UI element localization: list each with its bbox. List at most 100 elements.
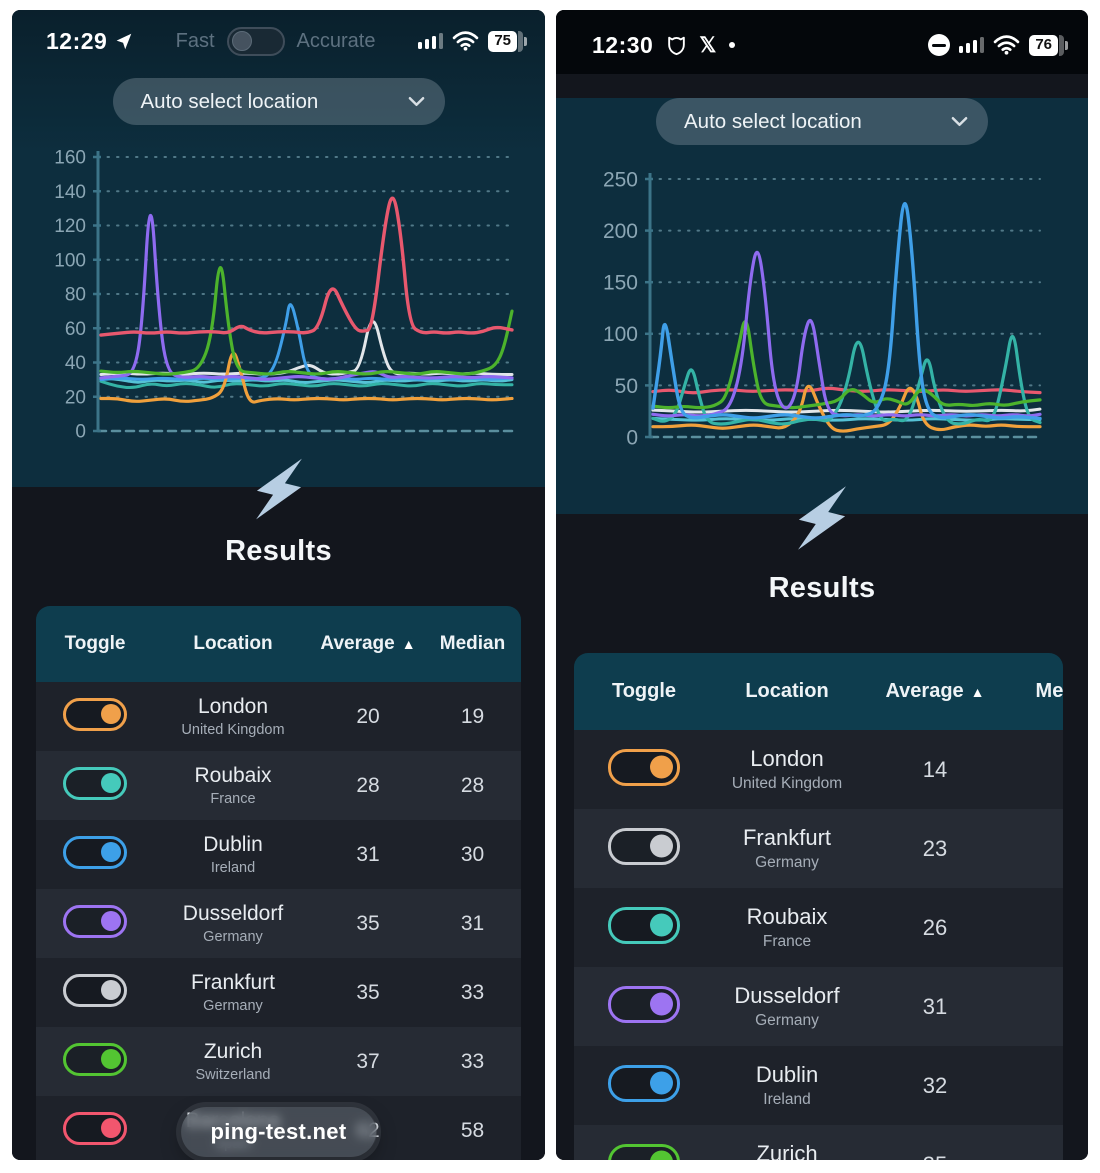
average-value: 28 <box>356 773 380 797</box>
toggle-cell <box>36 835 154 874</box>
battery-percent: 76 <box>1029 34 1058 56</box>
shield-icon <box>668 36 686 55</box>
location-toggle[interactable] <box>608 985 680 1023</box>
toggle-cell <box>574 1064 714 1107</box>
table-header-row: Toggle Location Average▲ Median <box>574 653 1063 730</box>
column-header-median[interactable]: Median <box>1035 680 1063 702</box>
lightning-bolt-icon <box>798 486 846 550</box>
svg-text:20: 20 <box>65 387 86 408</box>
city-label: Dusseldorf <box>182 901 284 925</box>
svg-text:0: 0 <box>75 422 86 443</box>
location-selector[interactable]: Auto select location <box>656 98 988 145</box>
column-header-average[interactable]: Average ▲ <box>885 680 985 702</box>
median-value: 33 <box>460 980 485 1004</box>
location-cell: Roubaix France <box>714 904 860 950</box>
median-value: 58 <box>460 1118 485 1142</box>
table-header-row: Toggle Location Average▲ Median <box>36 606 521 682</box>
table-row: Dusseldorf Germany 31 <box>574 967 1063 1046</box>
location-toggle[interactable] <box>63 766 127 800</box>
location-cell: Frankfurt Germany <box>714 825 860 871</box>
location-selector-value: Auto select location <box>684 109 862 133</box>
country-label: Germany <box>203 998 263 1015</box>
location-toggle[interactable] <box>63 697 127 731</box>
location-cell: Zurich Switzerland <box>154 1040 312 1083</box>
city-label: Frankfurt <box>742 825 832 851</box>
toggle-cell <box>574 827 714 870</box>
location-selector[interactable]: Auto select location <box>112 78 445 125</box>
median-value: 33 <box>460 1049 485 1073</box>
location-toggle[interactable] <box>608 906 680 944</box>
status-time: 12:29 <box>46 28 133 55</box>
table-row: Dusseldorf Germany 35 31 <box>36 889 521 958</box>
table-row: Frankfurt Germany 23 <box>574 809 1063 888</box>
table-row: Roubaix France 26 <box>574 888 1063 967</box>
location-cell: Dusseldorf Germany <box>154 902 312 945</box>
average-value: 14 <box>922 756 948 782</box>
country-label: France <box>210 791 256 808</box>
location-toggle[interactable] <box>608 1143 680 1160</box>
column-header-median[interactable]: Median <box>439 633 506 654</box>
average-value: 26 <box>922 914 948 940</box>
status-bar: 12:30 𝕏 76 <box>556 10 1088 74</box>
location-toggle[interactable] <box>608 748 680 786</box>
svg-text:80: 80 <box>65 285 86 306</box>
svg-text:250: 250 <box>603 168 638 191</box>
toggle-knob <box>231 31 252 51</box>
average-value: 32 <box>922 1072 948 1098</box>
toggle-cell <box>574 1143 714 1160</box>
fast-accurate-toggle[interactable] <box>226 26 285 56</box>
svg-text:200: 200 <box>603 220 638 243</box>
location-toggle[interactable] <box>608 1064 680 1102</box>
toggle-cell <box>36 766 154 805</box>
notification-dot-icon <box>729 42 736 48</box>
mode-switch-group: Fast Accurate <box>133 26 417 56</box>
city-label: London <box>750 746 824 772</box>
toggle-cell <box>574 748 714 791</box>
column-header-toggle[interactable]: Toggle <box>64 633 126 654</box>
location-cell: Dublin Ireland <box>154 833 312 876</box>
city-label: London <box>197 694 269 718</box>
location-cell: London United Kingdom <box>154 695 312 738</box>
country-label: France <box>762 932 812 950</box>
svg-text:60: 60 <box>65 319 86 340</box>
city-label: Zurich <box>203 1039 263 1063</box>
toggle-cell <box>36 1042 154 1081</box>
country-label: Germany <box>755 853 819 871</box>
column-header-location[interactable]: Location <box>745 680 829 702</box>
country-label: Switzerland <box>195 1067 271 1084</box>
country-label: Ireland <box>763 1090 811 1108</box>
svg-text:0: 0 <box>626 426 638 449</box>
column-header-toggle[interactable]: Toggle <box>611 680 677 702</box>
time-label: 12:30 <box>592 31 654 58</box>
svg-text:100: 100 <box>54 250 86 271</box>
location-toggle[interactable] <box>63 973 127 1007</box>
table-row: London United Kingdom 20 19 <box>36 682 521 751</box>
median-value: 31 <box>460 911 485 935</box>
location-toggle[interactable] <box>63 904 127 938</box>
location-toggle[interactable] <box>608 827 680 865</box>
country-label: Ireland <box>210 860 256 877</box>
battery-icon: 76 <box>1029 34 1068 56</box>
average-value: 31 <box>356 842 380 866</box>
results-table: Toggle Location Average▲ Median London United… <box>36 606 521 1160</box>
location-cell: Dusseldorf Germany <box>714 983 860 1029</box>
city-label: Dusseldorf <box>734 983 840 1009</box>
average-value: 37 <box>356 1049 380 1073</box>
location-cell: Dublin Ireland <box>714 1062 860 1108</box>
table-row: London United Kingdom 14 <box>574 730 1063 809</box>
column-header-location[interactable]: Location <box>193 633 273 654</box>
city-label: Roubaix <box>194 763 272 787</box>
country-label: United Kingdom <box>731 774 843 792</box>
median-value: 30 <box>460 842 485 866</box>
table-row: Dublin Ireland 32 <box>574 1046 1063 1125</box>
ping-line-chart: 0 50 100 150 200 250 <box>603 168 1042 449</box>
location-toggle[interactable] <box>63 835 127 869</box>
column-header-average[interactable]: Average ▲ <box>320 633 416 654</box>
location-selector-value: Auto select location <box>140 89 319 113</box>
location-toggle[interactable] <box>63 1042 127 1076</box>
cellular-signal-icon <box>958 37 985 53</box>
svg-text:140: 140 <box>54 182 86 203</box>
status-time: 12:30 <box>592 32 653 59</box>
location-cell: Roubaix France <box>154 764 312 807</box>
location-toggle[interactable] <box>63 1111 127 1145</box>
